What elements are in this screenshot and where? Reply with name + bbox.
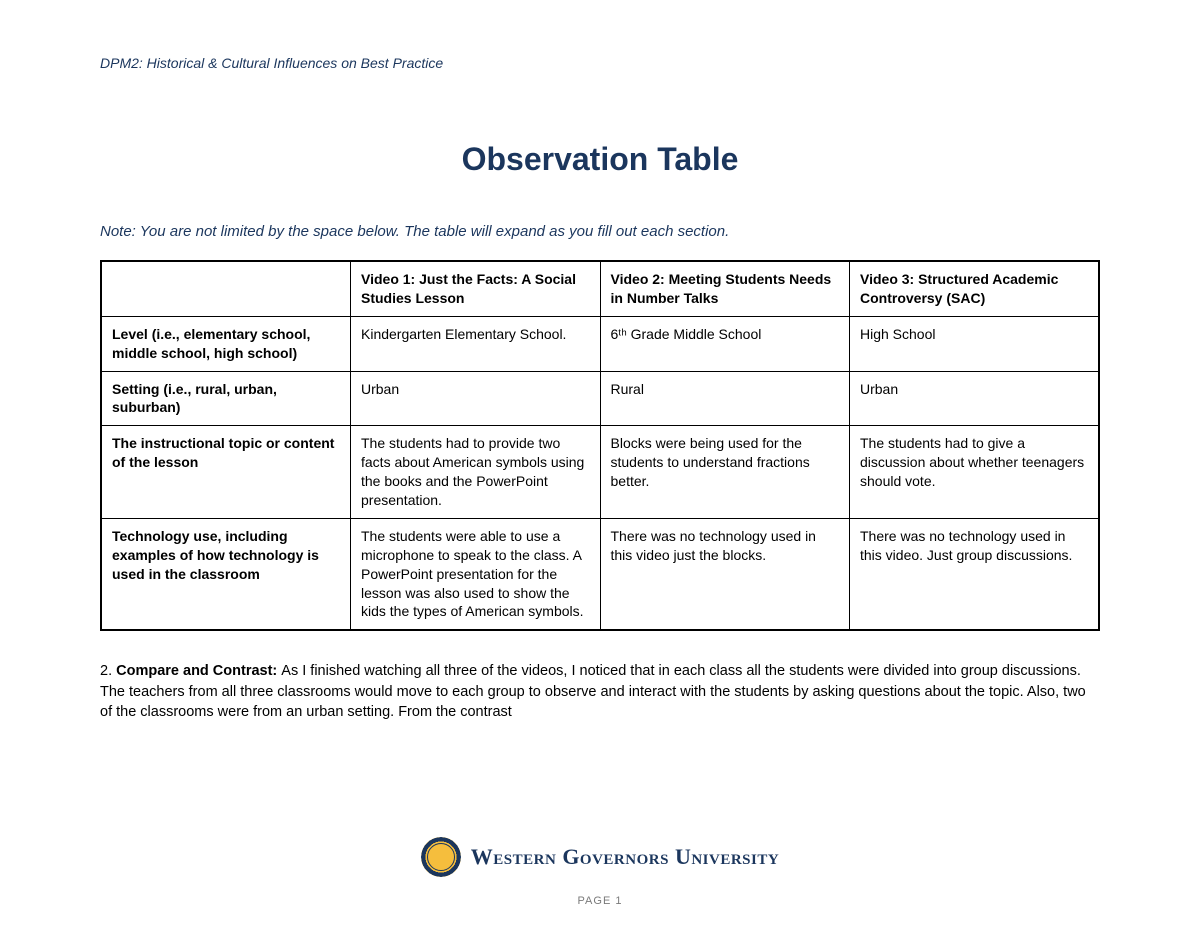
table-cell: The students had to provide two facts ab… bbox=[351, 426, 601, 519]
table-row: Setting (i.e., rural, urban, suburban) U… bbox=[101, 371, 1099, 426]
table-cell: High School bbox=[850, 316, 1100, 371]
table-row: Technology use, including examples of ho… bbox=[101, 518, 1099, 630]
page-title: Observation Table bbox=[100, 141, 1100, 178]
table-cell: Rural bbox=[600, 371, 850, 426]
row-label: The instructional topic or content of th… bbox=[101, 426, 351, 519]
table-header-cell: Video 3: Structured Academic Controversy… bbox=[850, 261, 1100, 316]
table-row: Level (i.e., elementary school, middle s… bbox=[101, 316, 1099, 371]
table-cell: Blocks were being used for the students … bbox=[600, 426, 850, 519]
table-header-cell bbox=[101, 261, 351, 316]
table-header-cell: Video 2: Meeting Students Needs in Numbe… bbox=[600, 261, 850, 316]
table-cell: 6ᵗʰ Grade Middle School bbox=[600, 316, 850, 371]
wgu-seal-icon bbox=[421, 837, 461, 877]
table-row: The instructional topic or content of th… bbox=[101, 426, 1099, 519]
table-header-row: Video 1: Just the Facts: A Social Studie… bbox=[101, 261, 1099, 316]
table-cell: The students had to give a discussion ab… bbox=[850, 426, 1100, 519]
document-header: DPM2: Historical & Cultural Influences o… bbox=[100, 55, 1100, 71]
observation-table: Video 1: Just the Facts: A Social Studie… bbox=[100, 260, 1100, 631]
para-label: Compare and Contrast: bbox=[116, 663, 281, 679]
row-label: Level (i.e., elementary school, middle s… bbox=[101, 316, 351, 371]
table-cell: Urban bbox=[850, 371, 1100, 426]
table-cell: Kindergarten Elementary School. bbox=[351, 316, 601, 371]
page-number: PAGE 1 bbox=[0, 895, 1200, 907]
table-cell: There was no technology used in this vid… bbox=[850, 518, 1100, 630]
table-cell: There was no technology used in this vid… bbox=[600, 518, 850, 630]
table-cell: Urban bbox=[351, 371, 601, 426]
compare-contrast-paragraph: 2. Compare and Contrast: As I finished w… bbox=[100, 661, 1100, 722]
para-number: 2. bbox=[100, 663, 116, 679]
row-label: Technology use, including examples of ho… bbox=[101, 518, 351, 630]
org-name: Western Governors University bbox=[471, 844, 779, 870]
table-header-cell: Video 1: Just the Facts: A Social Studie… bbox=[351, 261, 601, 316]
row-label: Setting (i.e., rural, urban, suburban) bbox=[101, 371, 351, 426]
org-logo-block: Western Governors University bbox=[0, 837, 1200, 877]
page-footer: Western Governors University PAGE 1 bbox=[0, 837, 1200, 907]
table-cell: The students were able to use a micropho… bbox=[351, 518, 601, 630]
note-text: Note: You are not limited by the space b… bbox=[100, 223, 1100, 240]
